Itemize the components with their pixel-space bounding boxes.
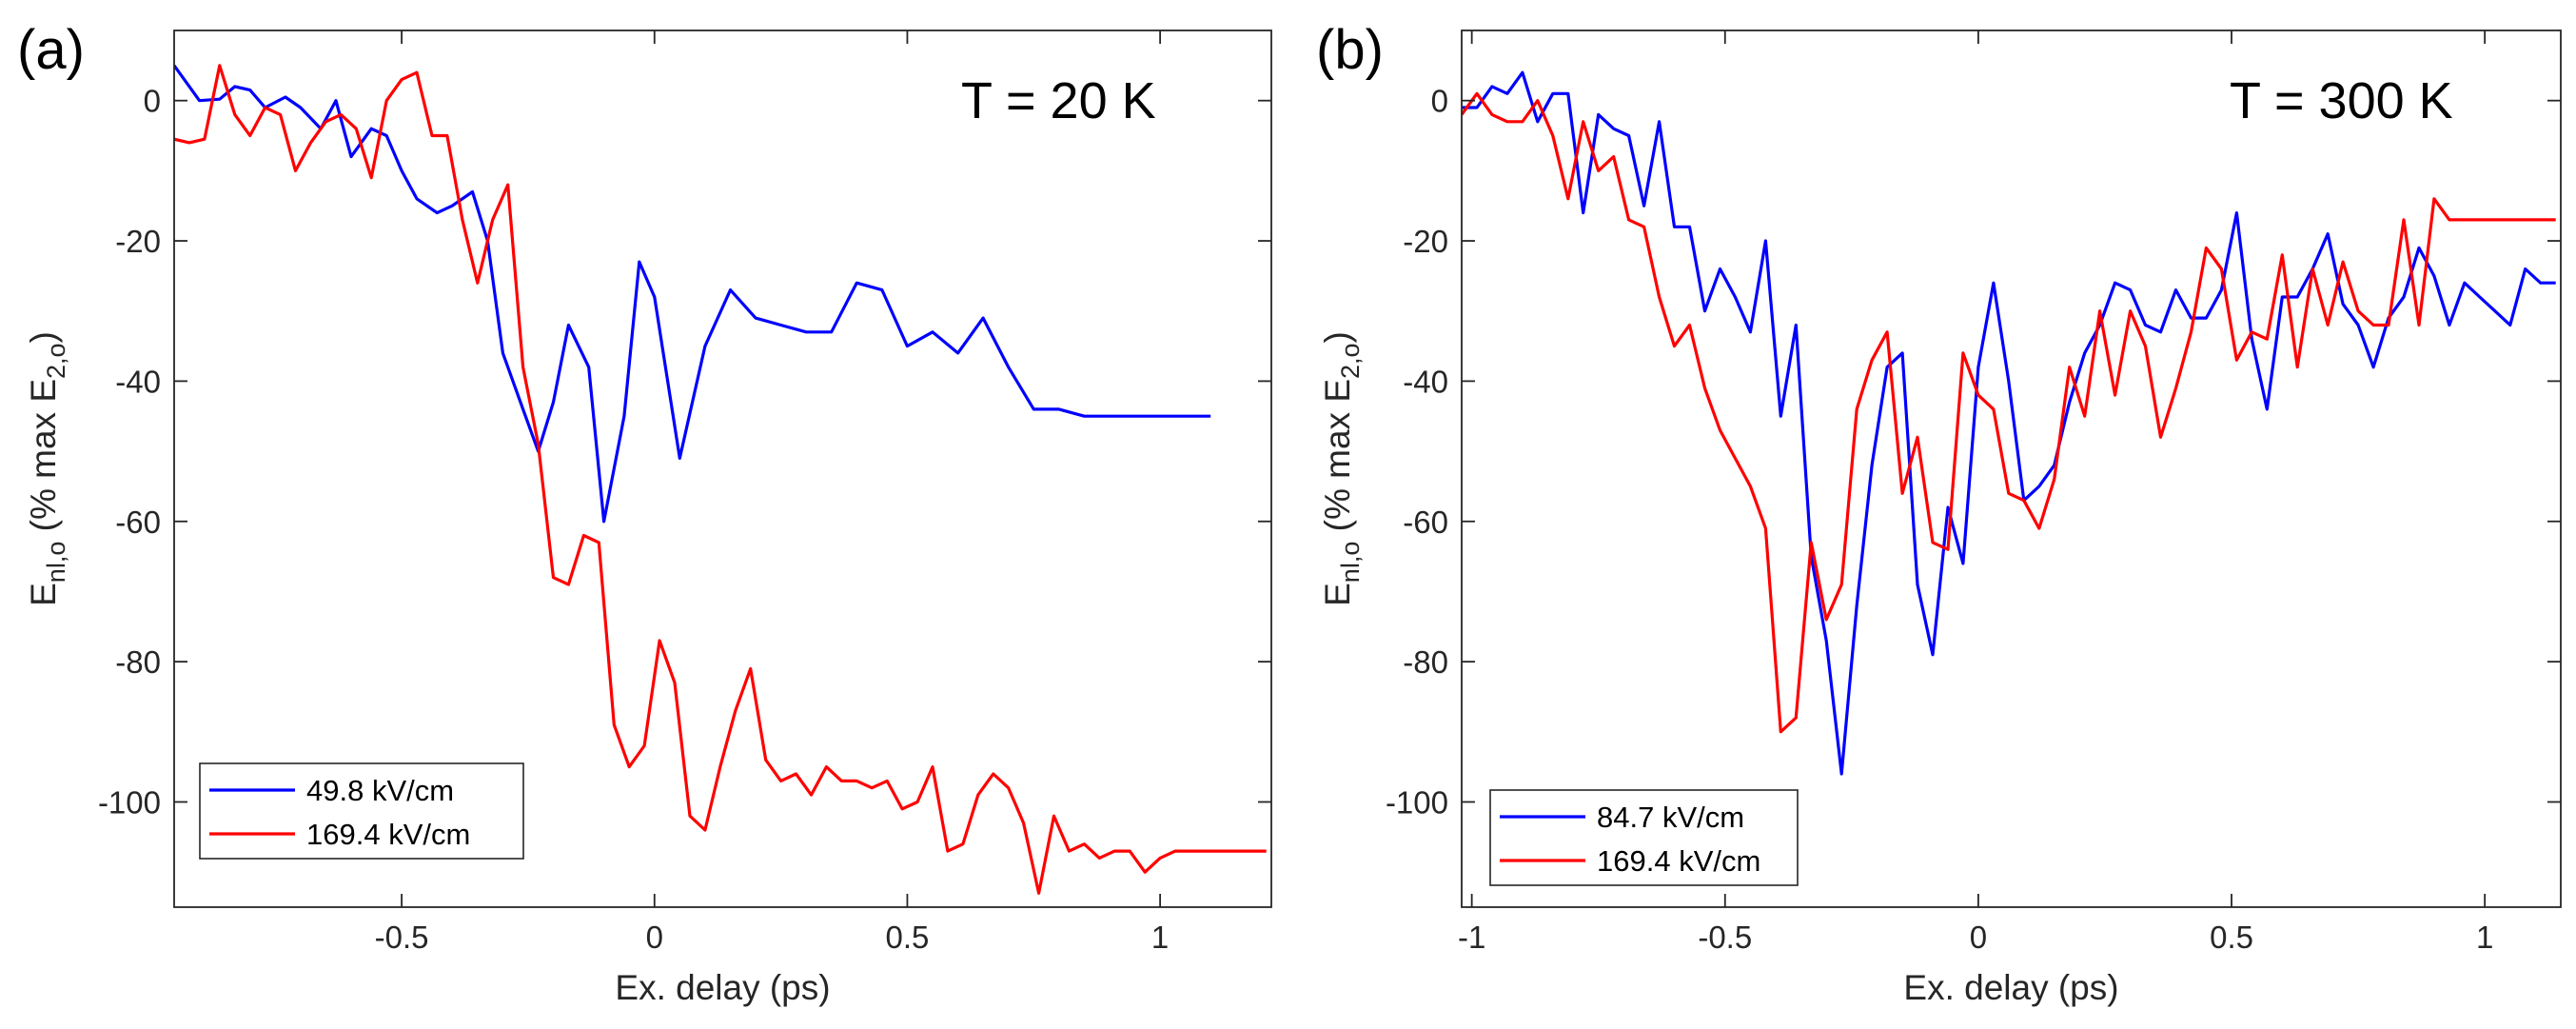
x-tick-label: 1 <box>2476 920 2493 955</box>
x-tick-label: -1 <box>1458 920 1485 955</box>
y-tick-label: -60 <box>1403 505 1448 540</box>
x-tick-label: 0 <box>1970 920 1987 955</box>
legend-box <box>1489 789 1799 886</box>
y-tick-label: -100 <box>1386 784 1448 820</box>
x-tick-label: 1 <box>1151 920 1169 955</box>
temperature-annotation: T = 20 K <box>961 72 1156 129</box>
chart-panel-a: -0.5 0 0.5 1 0 -20 -40 -60 -80 -100 Ex. delay (ps)… <box>17 19 1272 1007</box>
axes-box <box>1461 30 2562 908</box>
series-line-1 <box>1462 70 2556 776</box>
y-tick-label: -40 <box>115 364 161 399</box>
x-tick-label: -0.5 <box>375 920 429 955</box>
panel-label: (a) <box>17 19 85 81</box>
y-axis-label: Enl,o (% max E2,o) <box>1318 331 1365 606</box>
legend-box <box>199 762 524 860</box>
panel-label: (b) <box>1316 19 1384 81</box>
x-tick-label: 0.5 <box>2210 920 2253 955</box>
legend: 84.7 kV/cm 169.4 kV/cm <box>1489 789 1799 886</box>
y-tick-label: 0 <box>144 84 161 119</box>
y-tick-label: -20 <box>1403 224 1448 259</box>
y-tick-label: -80 <box>115 644 161 680</box>
y-tick-label: -80 <box>1403 644 1448 680</box>
legend-label: 169.4 kV/cm <box>1597 844 1760 878</box>
x-tick-label: 0 <box>646 920 663 955</box>
y-tick-label: 0 <box>1431 84 1448 119</box>
y-axis-label: Enl,o (% max E2,o) <box>24 331 70 606</box>
series-line-2 <box>174 64 1267 895</box>
legend: 49.8 kV/cm 169.4 kV/cm <box>199 762 524 860</box>
x-tick-label: -0.5 <box>1698 920 1752 955</box>
y-tick-label: -100 <box>98 784 161 820</box>
legend-label: 49.8 kV/cm <box>306 774 454 807</box>
temperature-annotation: T = 300 K <box>2230 72 2453 129</box>
chart-panel-b: -1 -0.5 0 0.5 1 0 -20 -40 -60 -80 -100 Ex. delay (p… <box>1316 19 2562 1007</box>
y-tick-label: -20 <box>115 224 161 259</box>
x-axis-label: Ex. delay (ps) <box>615 968 830 1007</box>
y-tick-label: -40 <box>1403 364 1448 399</box>
series-line-2 <box>1462 91 2556 734</box>
y-tick-label: -60 <box>115 505 161 540</box>
legend-label: 169.4 kV/cm <box>306 818 470 851</box>
legend-label: 84.7 kV/cm <box>1597 801 1744 834</box>
x-axis-label: Ex. delay (ps) <box>1903 968 2118 1007</box>
axes-box <box>173 30 1272 908</box>
x-tick-label: 0.5 <box>886 920 930 955</box>
series-line-1 <box>174 64 1211 524</box>
